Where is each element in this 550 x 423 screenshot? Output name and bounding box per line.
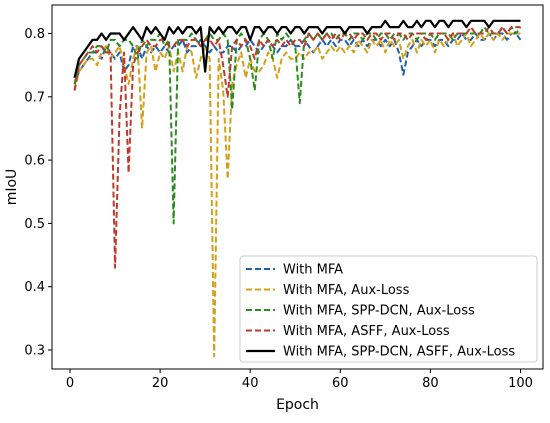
x-tick-label: 80 bbox=[422, 376, 439, 391]
legend-label-4: With MFA, ASFF, Aux-Loss bbox=[283, 324, 450, 339]
x-axis-label: Epoch bbox=[276, 397, 319, 413]
legend-box bbox=[239, 255, 538, 363]
y-axis-label: mIoU bbox=[4, 169, 20, 206]
x-axis-ticks: 0 20 40 60 80 100 bbox=[66, 369, 533, 391]
series-line-4 bbox=[73, 26, 521, 269]
y-tick-label: 0.5 bbox=[24, 217, 45, 232]
x-tick-label: 60 bbox=[332, 376, 349, 391]
x-tick-label: 100 bbox=[508, 376, 533, 391]
plot-frame bbox=[51, 4, 544, 370]
y-tick-label: 0.3 bbox=[24, 344, 45, 359]
x-tick-label: 40 bbox=[242, 376, 259, 391]
x-tick-label: 0 bbox=[66, 376, 74, 391]
legend-label-1: With MFA bbox=[283, 263, 343, 278]
y-tick-label: 0.7 bbox=[24, 90, 45, 105]
series-line-5 bbox=[73, 19, 521, 79]
legend: With MFA With MFA, Aux-Loss With MFA, SPP-… bbox=[239, 255, 538, 363]
legend-label-3: With MFA, SPP-DCN, Aux-Loss bbox=[283, 304, 475, 319]
y-axis-ticks: 0.3 0.4 0.5 0.6 0.7 0.8 bbox=[24, 27, 52, 359]
legend-label-2: With MFA, Aux-Loss bbox=[283, 283, 410, 298]
y-tick-label: 0.6 bbox=[24, 154, 45, 169]
series-line-2 bbox=[73, 32, 521, 358]
x-tick-label: 20 bbox=[152, 376, 169, 391]
y-tick-label: 0.8 bbox=[24, 27, 45, 42]
legend-label-5: With MFA, SPP-DCN, ASFF, Aux-Loss bbox=[283, 345, 515, 360]
y-tick-label: 0.4 bbox=[24, 280, 45, 295]
series-layer bbox=[73, 19, 522, 358]
